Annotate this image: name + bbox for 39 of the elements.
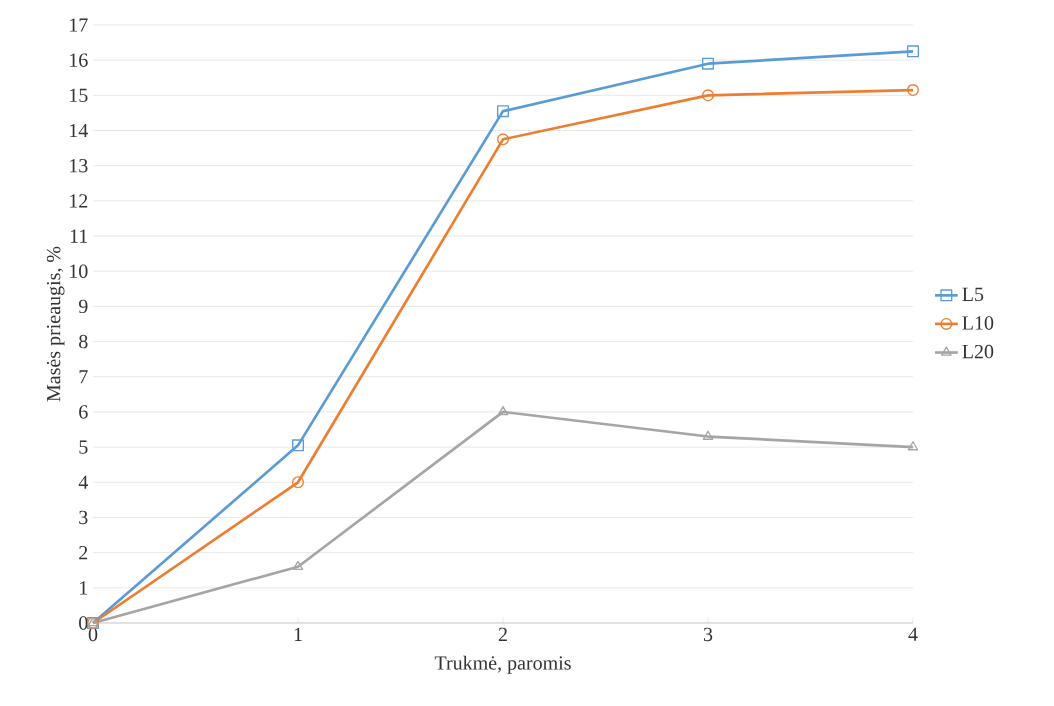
- point: [497, 133, 509, 146]
- y-tick-label: 12: [70, 194, 88, 208]
- y-tick-label: 9: [78, 299, 88, 314]
- legend-label: L5: [962, 287, 984, 302]
- y-tick-label: 17: [70, 18, 88, 32]
- y-tick-label: 6: [79, 405, 88, 419]
- y-tick-label: 5: [79, 440, 88, 454]
- y-tick-label: 3: [79, 510, 88, 525]
- y-tick-label: 4: [78, 475, 88, 489]
- point: [702, 89, 714, 102]
- x-tick-label: 4: [908, 627, 918, 641]
- point: [702, 430, 714, 440]
- x-tick-label: 3: [703, 627, 713, 642]
- x-axis-title: Trukmė, paromis: [434, 655, 571, 674]
- y-tick-label: 16: [70, 53, 88, 67]
- point: [292, 560, 304, 571]
- y-tick-label: 8: [79, 334, 88, 349]
- x-tick-label: 1: [294, 627, 302, 641]
- point: [497, 405, 509, 416]
- y-tick-label: 10: [70, 264, 88, 278]
- point: [906, 84, 919, 97]
- point: [907, 441, 919, 451]
- y-tick-label: 0: [79, 616, 88, 630]
- y-axis-title: Masės prieaugis, %: [46, 246, 65, 402]
- y-tick-label: 14: [70, 123, 88, 138]
- point: [906, 45, 919, 58]
- point: [292, 476, 305, 489]
- y-tick-label: 13: [70, 158, 88, 173]
- y-tick-label: 1: [80, 581, 88, 595]
- legend-label: L20: [962, 344, 994, 359]
- y-tick-label: 2: [79, 546, 88, 560]
- y-tick-label: 11: [70, 229, 88, 243]
- point: [292, 439, 305, 452]
- y-tick-label: 7: [79, 370, 88, 384]
- legend-label: L10: [962, 316, 994, 330]
- x-tick-label: 2: [498, 627, 507, 641]
- point: [702, 57, 714, 70]
- y-tick-label: 15: [70, 88, 88, 103]
- point: [497, 105, 509, 118]
